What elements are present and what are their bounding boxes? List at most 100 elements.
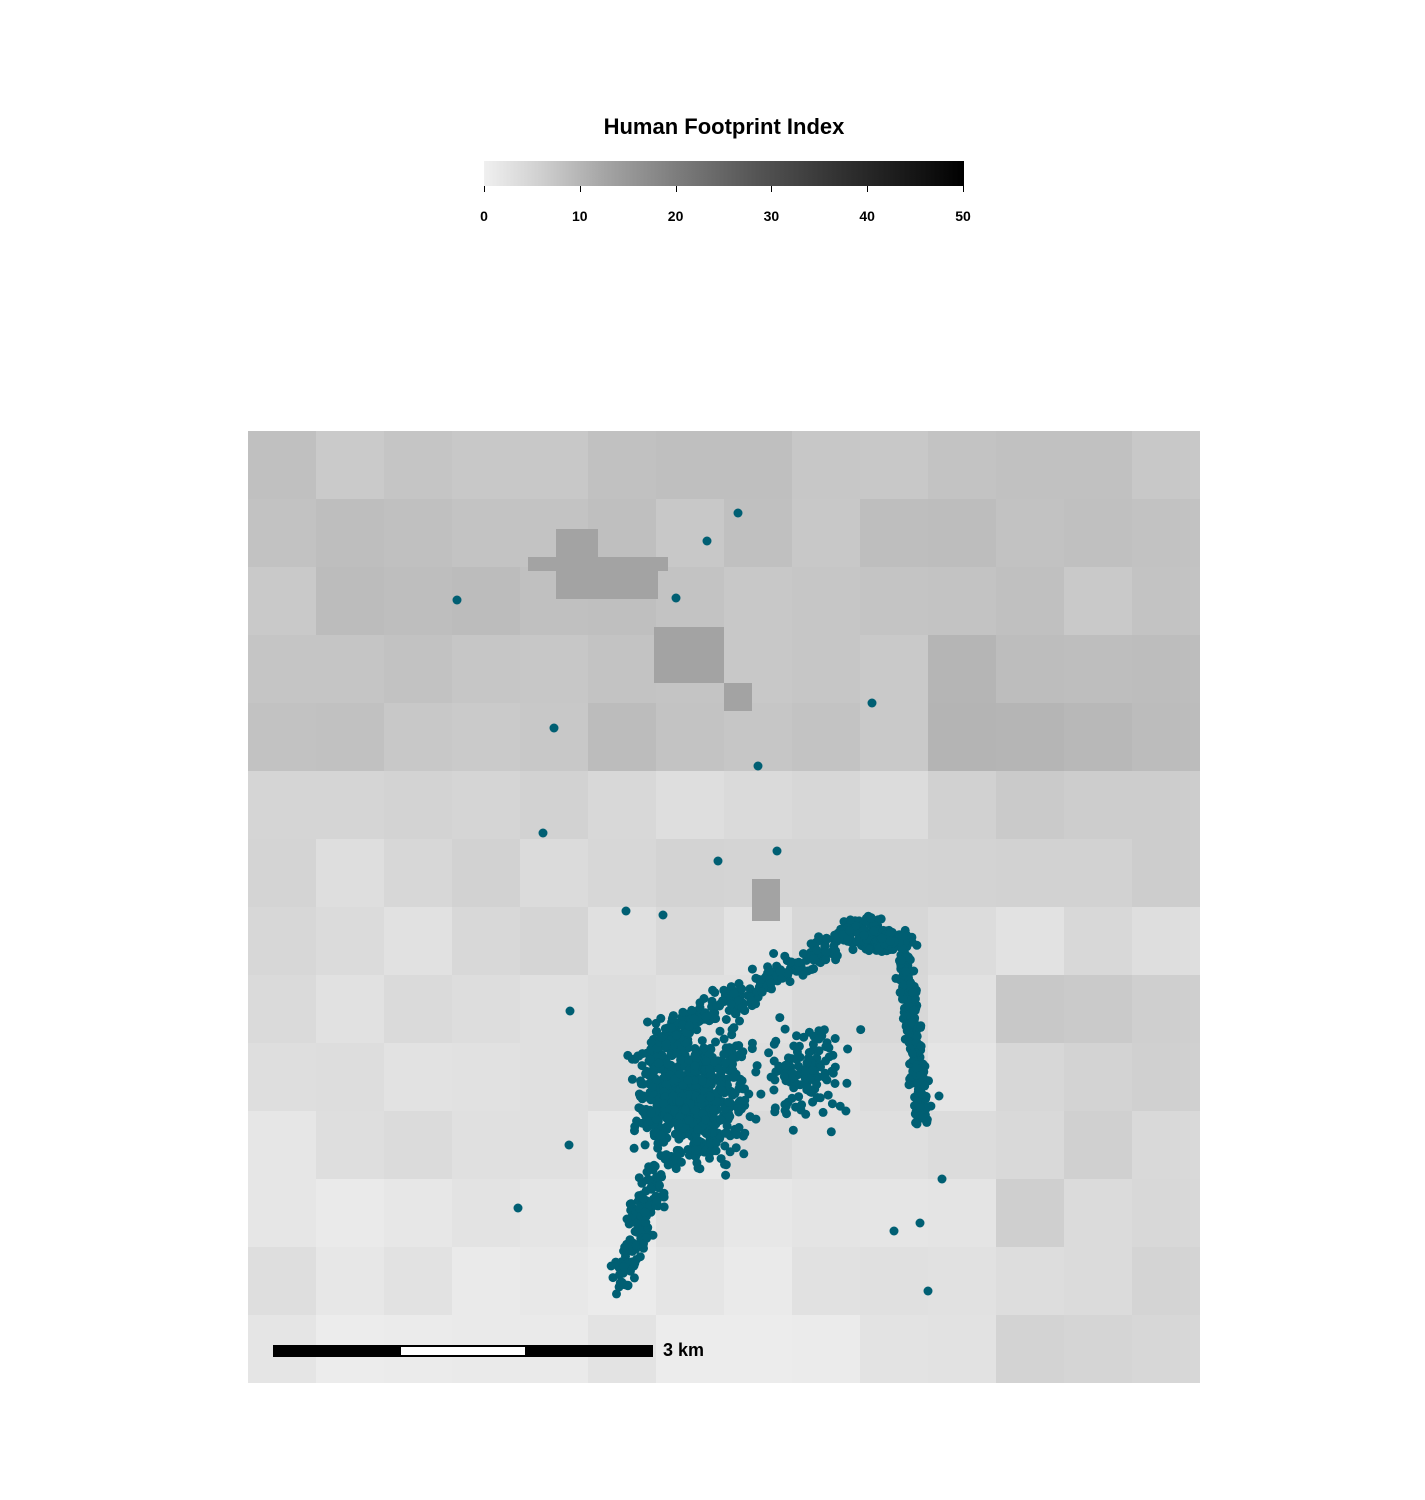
raster-cell bbox=[928, 975, 997, 1044]
gps-point bbox=[827, 1099, 837, 1109]
gps-point bbox=[721, 1170, 731, 1180]
raster-cell bbox=[1132, 567, 1200, 636]
raster-cell bbox=[724, 1315, 793, 1383]
raster-cell bbox=[384, 567, 453, 636]
raster-cell bbox=[724, 771, 793, 840]
raster-cell bbox=[1132, 1043, 1200, 1112]
raster-cell bbox=[1064, 499, 1133, 568]
gps-point bbox=[731, 1143, 741, 1153]
gps-point bbox=[821, 955, 831, 965]
raster-cell bbox=[792, 1247, 861, 1316]
gps-point bbox=[720, 1128, 730, 1138]
map-canvas[interactable] bbox=[248, 431, 1200, 1383]
raster-cell bbox=[248, 1043, 317, 1112]
gps-point bbox=[726, 982, 736, 992]
raster-cell bbox=[996, 771, 1065, 840]
raster-cell bbox=[996, 567, 1065, 636]
gps-point bbox=[635, 1252, 645, 1262]
raster-cell bbox=[1064, 703, 1133, 772]
raster-cell bbox=[860, 839, 929, 908]
raster-cell bbox=[384, 1247, 453, 1316]
raster-cell bbox=[248, 703, 317, 772]
gps-point bbox=[708, 1105, 718, 1114]
gps-point bbox=[901, 967, 911, 977]
gps-point bbox=[630, 1259, 640, 1268]
gps-point bbox=[751, 1067, 761, 1077]
gps-point bbox=[916, 1041, 926, 1051]
gps-point bbox=[719, 1049, 729, 1059]
raster-cell bbox=[520, 1111, 589, 1180]
gps-point bbox=[644, 1162, 654, 1172]
gps-point bbox=[669, 1105, 679, 1115]
gps-point bbox=[792, 1031, 801, 1041]
gps-point bbox=[821, 947, 831, 957]
gps-point bbox=[766, 978, 776, 988]
map-panel[interactable] bbox=[248, 431, 1200, 1383]
raster-cell bbox=[520, 771, 589, 840]
raster-cell bbox=[656, 703, 725, 772]
gps-point bbox=[794, 957, 804, 967]
gps-point bbox=[655, 1180, 664, 1190]
gps-point bbox=[617, 1277, 627, 1287]
gps-point bbox=[678, 1007, 688, 1017]
gps-point bbox=[797, 1100, 807, 1110]
raster-cell bbox=[1064, 907, 1133, 976]
raster-cell bbox=[996, 703, 1065, 772]
gps-point bbox=[656, 1032, 666, 1042]
raster-cell bbox=[316, 499, 385, 568]
legend-tick-label: 10 bbox=[572, 208, 588, 224]
gps-point bbox=[702, 536, 712, 546]
raster-cell bbox=[452, 703, 521, 772]
gps-point bbox=[625, 1266, 635, 1276]
raster-cell bbox=[996, 1315, 1065, 1383]
raster-cell bbox=[248, 839, 317, 908]
gps-point bbox=[726, 999, 736, 1009]
raster-cell bbox=[860, 431, 929, 500]
raster-cell bbox=[1064, 635, 1133, 704]
gps-point bbox=[912, 1119, 922, 1129]
raster-cell bbox=[316, 635, 385, 704]
raster-cell bbox=[724, 1179, 793, 1248]
gps-point bbox=[738, 1047, 748, 1057]
raster-cell bbox=[520, 975, 589, 1044]
gps-point bbox=[648, 1088, 658, 1098]
gps-point bbox=[642, 1066, 652, 1076]
gps-point bbox=[792, 1055, 802, 1064]
gps-point bbox=[630, 1122, 640, 1132]
raster-cell bbox=[928, 1043, 997, 1112]
gps-point bbox=[725, 1112, 735, 1121]
raster-cell bbox=[996, 1043, 1065, 1112]
gps-point bbox=[656, 1013, 666, 1023]
gps-point bbox=[646, 1038, 656, 1047]
gps-point bbox=[877, 933, 887, 943]
raster-cell bbox=[860, 1315, 929, 1383]
gps-point bbox=[915, 1218, 925, 1228]
gps-point bbox=[635, 1091, 645, 1101]
gps-point bbox=[729, 1072, 739, 1082]
legend-tick-mark bbox=[963, 186, 964, 192]
raster-cell bbox=[996, 499, 1065, 568]
gps-point bbox=[652, 1172, 661, 1182]
gps-point bbox=[799, 1032, 809, 1042]
gps-point bbox=[802, 1083, 812, 1093]
gps-point bbox=[787, 1093, 797, 1103]
gps-point bbox=[747, 1044, 757, 1054]
raster-cell bbox=[792, 1111, 861, 1180]
legend-ticks bbox=[484, 186, 964, 198]
raster-cell bbox=[384, 499, 453, 568]
raster-cell bbox=[452, 907, 521, 976]
gps-point bbox=[737, 984, 747, 994]
gps-point bbox=[739, 1149, 749, 1159]
raster-cell bbox=[520, 839, 589, 908]
gps-point bbox=[647, 1082, 657, 1092]
gps-point bbox=[823, 1090, 833, 1100]
raster-cell bbox=[384, 771, 453, 840]
gps-point bbox=[629, 1143, 639, 1153]
legend-tick-label: 0 bbox=[480, 208, 488, 224]
gps-point bbox=[920, 1081, 930, 1091]
raster-cell bbox=[248, 1179, 317, 1248]
gps-point bbox=[889, 1226, 899, 1236]
raster-cell bbox=[656, 1247, 725, 1316]
raster-cell bbox=[792, 839, 861, 908]
gps-point bbox=[781, 1060, 791, 1070]
